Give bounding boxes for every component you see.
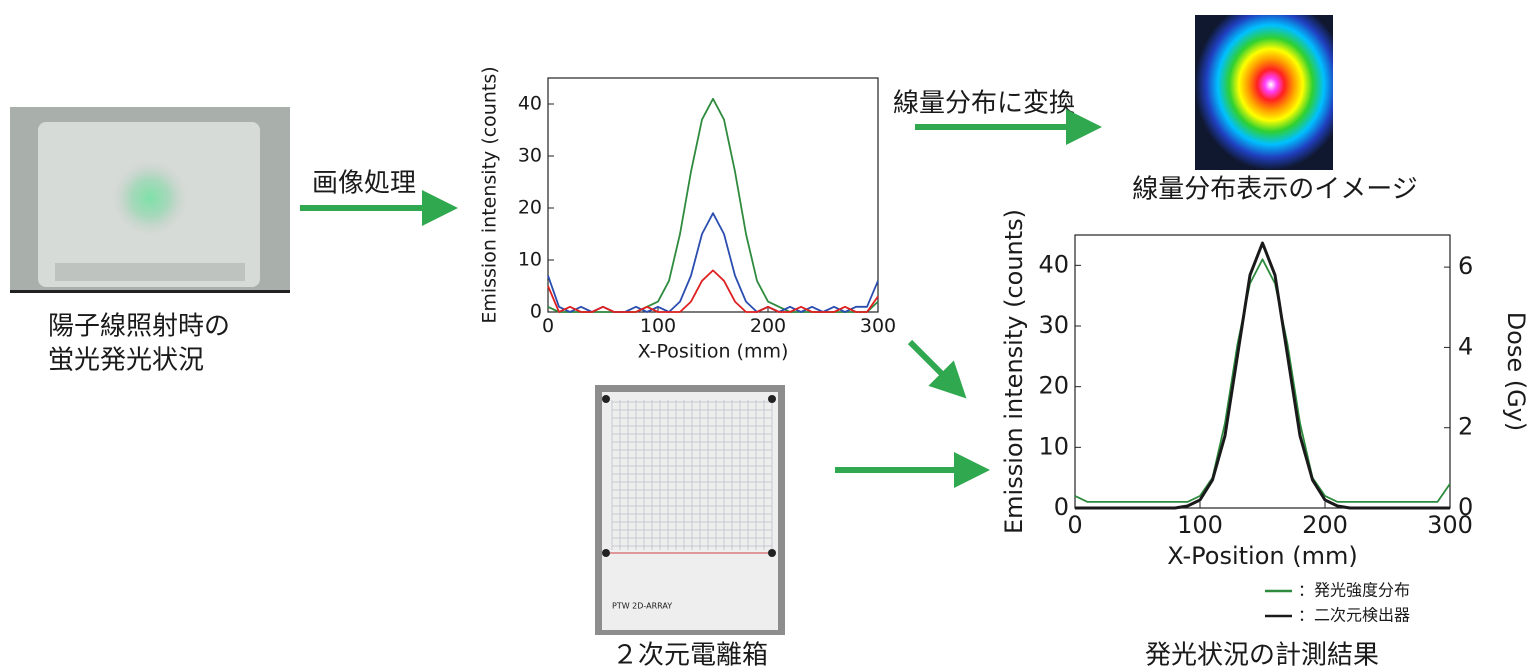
- arrow-label: 画像処理: [312, 169, 416, 199]
- x-axis-label: X-Position (mm): [1167, 542, 1357, 570]
- y2-tick-label: 4: [1458, 332, 1473, 360]
- brand: PTW 2D-ARRAY: [612, 602, 672, 611]
- x-tick-label: 200: [750, 315, 786, 337]
- plot-frame: [1074, 234, 1451, 509]
- data-line: [1075, 241, 1450, 510]
- y-axis-label: Emission intensity (counts): [1000, 209, 1028, 534]
- data-line: [547, 212, 879, 313]
- caption: 蛍光発光状況: [48, 346, 204, 376]
- x-tick-label: 200: [1302, 511, 1348, 539]
- x-tick-label: 100: [640, 315, 676, 337]
- y2-axis-label: Dose (Gy): [1502, 312, 1530, 432]
- caption: 線量分布表示のイメージ: [1132, 175, 1417, 205]
- y2-tick-label: 6: [1458, 252, 1473, 280]
- y-tick-label: 30: [518, 145, 542, 167]
- y2-tick-label: 2: [1458, 413, 1473, 441]
- y2-tick-label: 0: [1458, 493, 1473, 521]
- y-tick-label: 20: [1038, 372, 1069, 400]
- x-tick-label: 100: [1177, 511, 1223, 539]
- legend-label: ：発光強度分布: [1298, 581, 1410, 600]
- data-line: [547, 97, 879, 313]
- array-photo: PTW 2D-ARRAY: [595, 385, 785, 635]
- y-tick-label: 20: [518, 197, 542, 219]
- x-tick-label: 0: [542, 315, 554, 337]
- y-tick-label: 10: [1038, 432, 1069, 460]
- y-tick-label: 30: [1038, 311, 1069, 339]
- y-tick-label: 40: [518, 93, 542, 115]
- y-tick-label: 40: [1038, 250, 1069, 278]
- y-tick-label: 0: [530, 301, 542, 323]
- x-tick-label: 300: [860, 315, 896, 337]
- arrow: [907, 339, 967, 399]
- x-tick-label: 0: [1067, 511, 1082, 539]
- caption: ２次元電離箱: [612, 641, 768, 670]
- caption: 陽子線照射時の: [48, 312, 230, 342]
- x-tick-label: 300: [1427, 511, 1473, 539]
- dose-image: [1195, 15, 1333, 170]
- y-tick-label: 0: [1054, 493, 1069, 521]
- plot-frame: [547, 77, 879, 313]
- data-line: [1074, 258, 1451, 503]
- phantom-photo: [10, 107, 290, 293]
- y-axis-label: Emission intensity (counts): [479, 66, 501, 323]
- data-line: [547, 269, 879, 313]
- caption: 発光状況の計測結果: [1145, 641, 1379, 670]
- y-tick-label: 10: [518, 249, 542, 271]
- arrow-label: 線量分布に変換: [893, 89, 1075, 119]
- legend-label: ：二次元検出器: [1298, 606, 1410, 625]
- x-axis-label: X-Position (mm): [638, 341, 789, 363]
